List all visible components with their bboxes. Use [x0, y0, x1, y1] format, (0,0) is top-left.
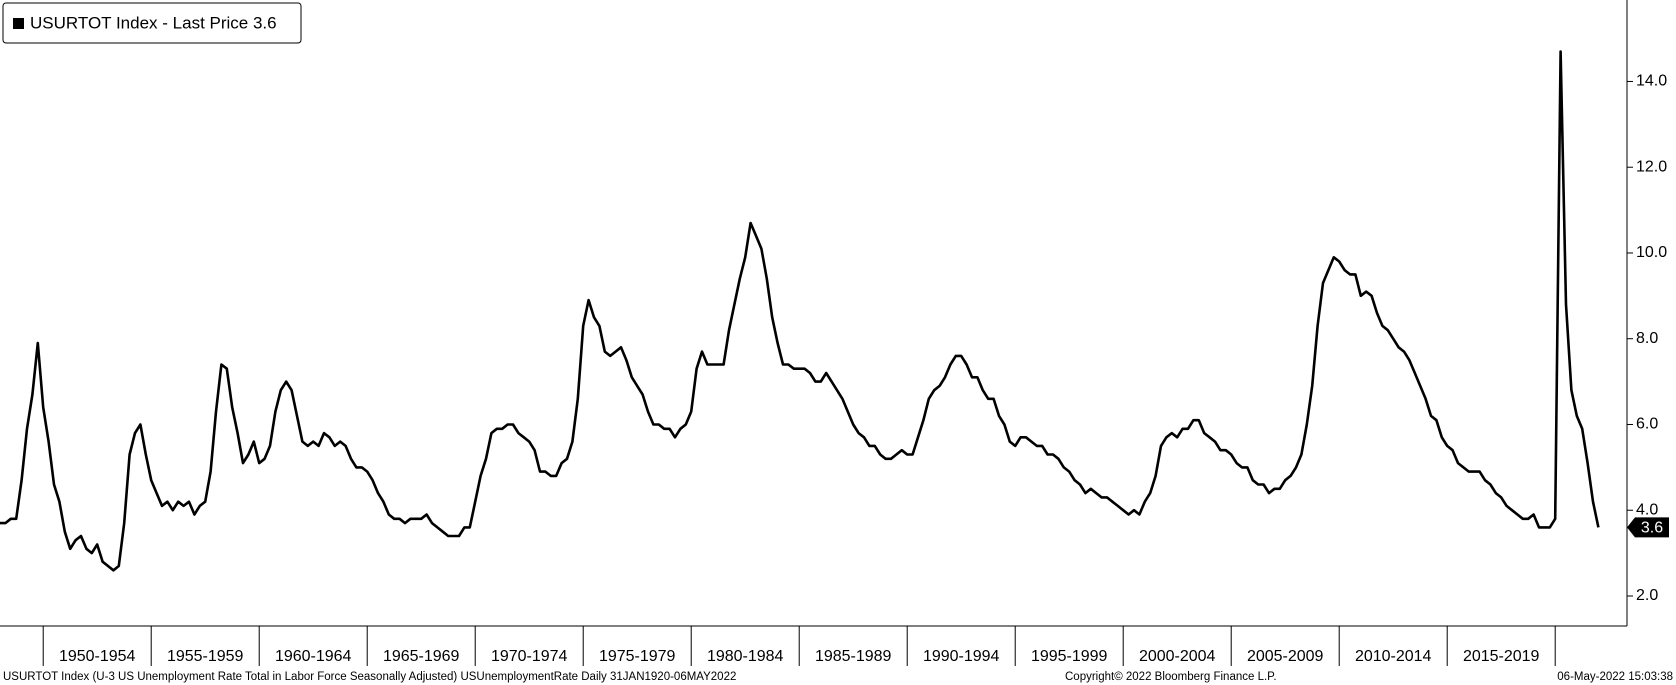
y-tick-label: 4.0: [1636, 501, 1658, 518]
footer-center: Copyright© 2022 Bloomberg Finance L.P.: [1065, 671, 1277, 683]
y-tick-label: 14.0: [1636, 73, 1667, 90]
x-tick-label: 2010-2014: [1355, 648, 1432, 665]
x-tick-label: 1965-1969: [383, 648, 460, 665]
x-tick-label: 1995-1999: [1031, 648, 1108, 665]
legend-swatch: [13, 18, 24, 29]
x-tick-label: 1980-1984: [707, 648, 784, 665]
last-price-label: 3.6: [1641, 520, 1663, 537]
x-tick-label: 1985-1989: [815, 648, 892, 665]
x-tick-label: 2000-2004: [1139, 648, 1216, 665]
legend-label: USURTOT Index - Last Price 3.6: [30, 13, 277, 32]
x-tick-label: 1970-1974: [491, 648, 568, 665]
x-tick-label: 2015-2019: [1463, 648, 1540, 665]
footer-left: USURTOT Index (U-3 US Unemployment Rate …: [3, 671, 736, 683]
y-tick-label: 12.0: [1636, 158, 1667, 175]
last-price-tag: [1627, 517, 1669, 538]
x-tick-label: 1960-1964: [275, 648, 352, 665]
x-tick-label: 2005-2009: [1247, 648, 1324, 665]
y-tick-label: 2.0: [1636, 587, 1658, 604]
y-tick-label: 10.0: [1636, 244, 1667, 261]
x-tick-label: 1950-1954: [59, 648, 136, 665]
footer-right: 06-May-2022 15:03:38: [1557, 671, 1673, 683]
x-tick-label: 1990-1994: [923, 648, 1000, 665]
y-tick-label: 6.0: [1636, 416, 1658, 433]
legend-box: [2, 2, 302, 44]
line: [0, 50, 1600, 572]
y-tick-label: 8.0: [1636, 330, 1658, 347]
x-tick-label: 1975-1979: [599, 648, 676, 665]
x-tick-label: 1955-1959: [167, 648, 244, 665]
